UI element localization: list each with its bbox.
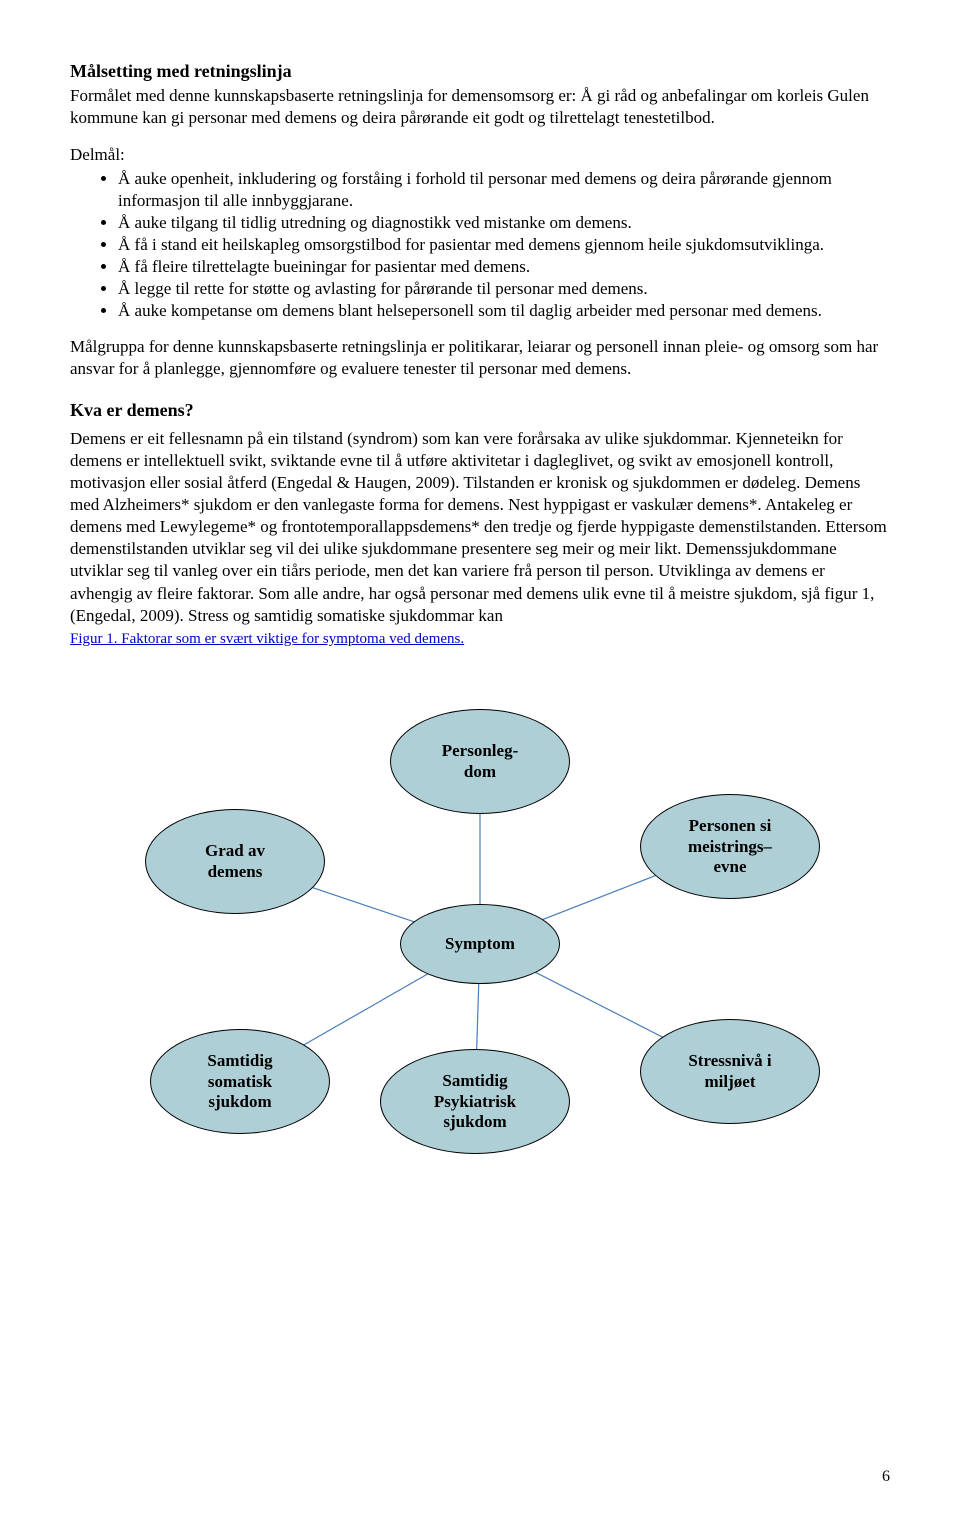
diagram-node-bmid: SamtidigPsykiatrisksjukdom (380, 1049, 570, 1154)
delmal-label: Delmål: (70, 144, 890, 166)
diagram-node-top: Personleg-dom (390, 709, 570, 814)
page-number: 6 (882, 1467, 890, 1488)
diagram-node-right: Personen simeistrings–evne (640, 794, 820, 899)
list-item: Å auke tilgang til tidlig utredning og d… (118, 212, 890, 234)
list-item: Å auke kompetanse om demens blant helsep… (118, 300, 890, 322)
audience-paragraph: Målgruppa for denne kunnskapsbaserte ret… (70, 336, 890, 380)
diagram-node-bright: Stressnivå imiljøet (640, 1019, 820, 1124)
figure-1-diagram: Symptom Personleg-dom Grad avdemens Persone… (70, 679, 890, 1159)
list-item: Å auke openheit, inkludering og forståin… (118, 168, 890, 212)
section2-body: Demens er eit fellesnamn på ein tilstand… (70, 428, 890, 627)
section2-title: Kva er demens? (70, 399, 890, 422)
list-item: Å legge til rette for støtte og avlastin… (118, 278, 890, 300)
diagram-node-bleft: Samtidigsomatisksjukdom (150, 1029, 330, 1134)
section1-intro: Formålet med denne kunnskapsbaserte retn… (70, 85, 890, 129)
figure-1-link[interactable]: Figur 1. Faktorar som er svært viktige f… (70, 631, 464, 647)
diagram-node-center: Symptom (400, 904, 560, 984)
diagram-node-left: Grad avdemens (145, 809, 325, 914)
delmal-list: Å auke openheit, inkludering og forståin… (70, 168, 890, 323)
section1-title: Målsetting med retningslinja (70, 60, 890, 83)
list-item: Å få i stand eit heilskapleg omsorgstilb… (118, 234, 890, 256)
list-item: Å få fleire tilrettelagte bueiningar for… (118, 256, 890, 278)
